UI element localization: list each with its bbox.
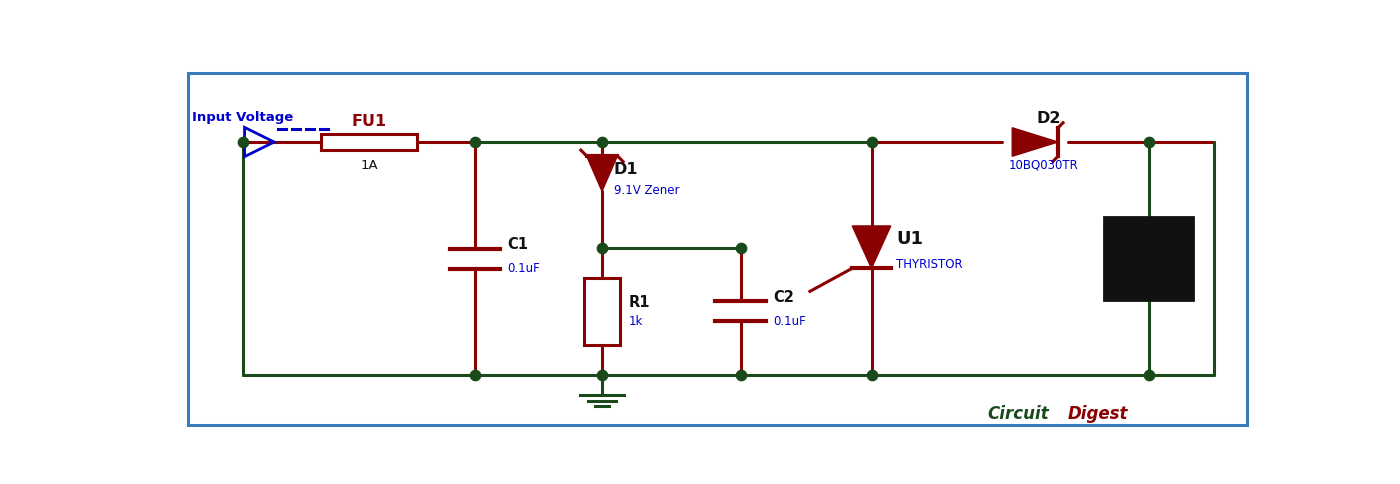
Text: 1A: 1A: [360, 159, 378, 172]
Text: THYRISTOR: THYRISTOR: [896, 257, 963, 271]
Text: 1k: 1k: [629, 315, 643, 328]
Point: [860, 138, 883, 146]
Text: Circuit: Circuit: [987, 405, 1049, 423]
Point: [729, 243, 752, 251]
Point: [1137, 138, 1159, 146]
Text: D2: D2: [1036, 111, 1061, 126]
Polygon shape: [853, 226, 890, 268]
Point: [463, 138, 486, 146]
Text: LOAD: LOAD: [1119, 249, 1179, 268]
Text: Digest: Digest: [1068, 405, 1128, 423]
Text: D1: D1: [613, 162, 638, 177]
Bar: [584, 278, 620, 345]
Point: [729, 371, 752, 379]
Point: [1137, 371, 1159, 379]
Text: C1: C1: [507, 237, 528, 252]
Polygon shape: [1012, 128, 1058, 156]
Point: [860, 371, 883, 379]
Point: [591, 243, 613, 251]
Text: 0.1uF: 0.1uF: [773, 315, 805, 328]
Text: 10BQ030TR: 10BQ030TR: [1008, 159, 1078, 172]
Bar: [321, 134, 417, 150]
Point: [591, 138, 613, 146]
Text: C2: C2: [773, 290, 794, 305]
Text: 9.1V Zener: 9.1V Zener: [613, 184, 679, 197]
Text: 0.1uF: 0.1uF: [507, 262, 540, 275]
Point: [232, 138, 255, 146]
Text: R1: R1: [629, 295, 650, 310]
Bar: [1105, 217, 1193, 300]
Point: [591, 371, 613, 379]
Text: FU1: FU1: [351, 114, 386, 129]
Point: [463, 371, 486, 379]
Polygon shape: [587, 156, 617, 191]
Text: U1: U1: [896, 230, 923, 248]
Text: Input Voltage: Input Voltage: [192, 111, 294, 124]
